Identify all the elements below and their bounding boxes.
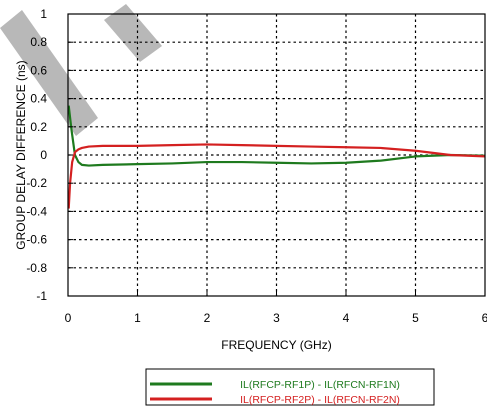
x-tick-label: 1	[134, 311, 141, 325]
x-tick-label: 5	[412, 311, 419, 325]
x-axis-title: FREQUENCY (GHz)	[221, 338, 331, 352]
x-tick-label: 0	[65, 311, 72, 325]
watermark-stroke-left	[0, 10, 98, 136]
legend: IL(RFCP-RF1P) - IL(RFCN-RF1N) IL(RFCP-RF…	[145, 368, 435, 406]
series-lines	[67, 105, 486, 209]
x-tick-label: 3	[273, 311, 280, 325]
x-tick-label: 2	[204, 311, 211, 325]
watermark-stroke-right	[104, 4, 162, 62]
y-tick-label: 0.6	[30, 63, 47, 77]
series-line-1	[67, 105, 486, 167]
legend-label-series-1: IL(RFCP-RF1P) - IL(RFCN-RF1N)	[240, 379, 400, 391]
y-tick-label: 0.4	[30, 92, 47, 106]
y-tick-label: -0.8	[26, 261, 47, 275]
watermark	[0, 4, 162, 136]
x-tick-label: 6	[482, 311, 487, 325]
y-axis-title: GROUP DELAY DIFFERENCE (ns)	[14, 60, 28, 249]
axis-tick-labels: 0 1 2 3 4 5 6 -1 -0.8 -0.6 -0.4 -0.2 0 0.2 0.4 0.6 0.8 1	[26, 7, 487, 325]
legend-label-series-2: IL(RFCP-RF2P) - IL(RFCN-RF2N)	[240, 394, 400, 406]
y-tick-label: -1	[36, 289, 47, 303]
y-tick-label: -0.6	[26, 233, 47, 247]
y-tick-label: -0.4	[26, 204, 47, 218]
y-tick-label: 0.8	[30, 35, 47, 49]
x-tick-label: 4	[343, 311, 350, 325]
series-line-2	[67, 143, 486, 209]
y-tick-label: -0.2	[26, 176, 47, 190]
y-tick-label: 1	[40, 7, 47, 21]
grid-lines	[68, 14, 485, 296]
axis-ticks	[67, 13, 486, 297]
y-tick-label: 0.2	[30, 120, 47, 134]
y-tick-label: 0	[40, 148, 47, 162]
